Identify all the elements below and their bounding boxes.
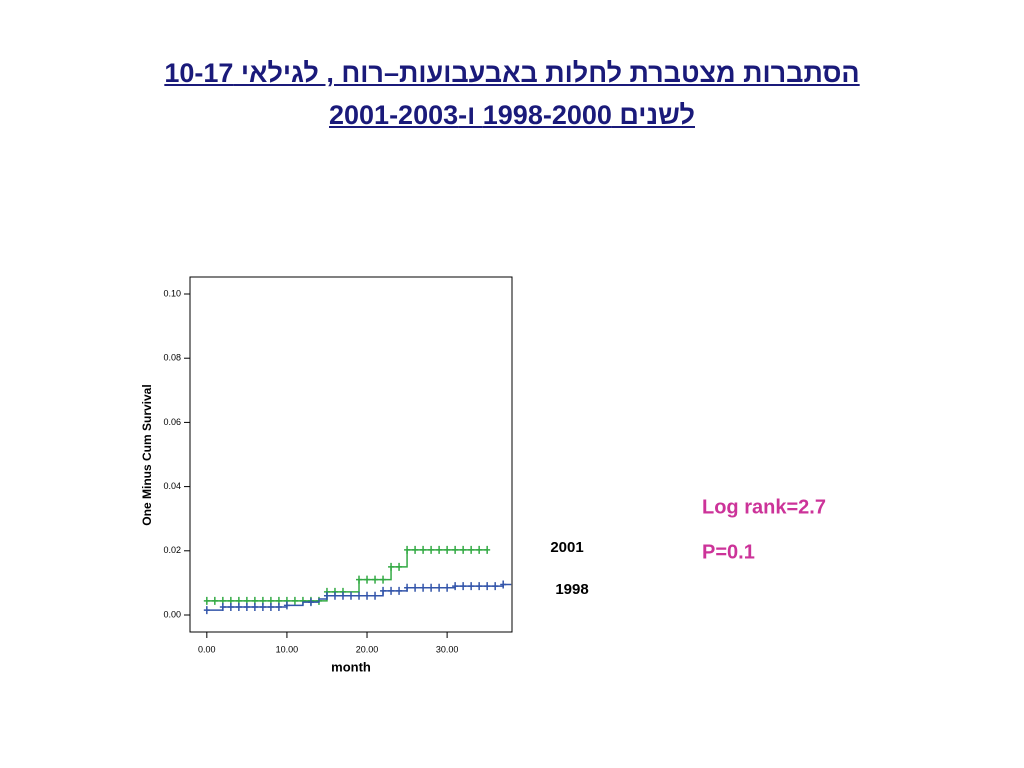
censor-mark bbox=[291, 596, 298, 605]
censor-mark bbox=[436, 545, 443, 554]
censor-mark bbox=[203, 596, 210, 605]
censor-mark bbox=[436, 583, 443, 592]
censor-mark bbox=[460, 545, 467, 554]
censor-mark bbox=[452, 582, 459, 591]
series-line bbox=[206, 549, 488, 602]
series-label: 1998 bbox=[555, 581, 588, 598]
censor-mark bbox=[243, 602, 250, 611]
censor-mark bbox=[372, 591, 379, 600]
censor-mark bbox=[364, 575, 371, 584]
y-tick-label: 0.04 bbox=[163, 481, 181, 491]
censor-mark bbox=[388, 586, 395, 595]
censor-mark bbox=[275, 602, 282, 611]
annotation: P=0.1 bbox=[702, 541, 755, 563]
censor-mark bbox=[412, 583, 419, 592]
censor-mark bbox=[251, 602, 258, 611]
censor-mark bbox=[420, 583, 427, 592]
censor-mark bbox=[476, 545, 483, 554]
censor-mark bbox=[259, 602, 266, 611]
censor-mark bbox=[396, 562, 403, 571]
censor-mark bbox=[468, 545, 475, 554]
x-tick-label: 0.00 bbox=[198, 644, 216, 654]
x-tick-label: 30.00 bbox=[436, 644, 459, 654]
y-tick-label: 0.10 bbox=[163, 288, 181, 298]
x-axis-label: month bbox=[331, 659, 371, 674]
censor-mark bbox=[484, 582, 491, 591]
chart-title: הסתברות מצטברת לחלות באבעבועות–רוח , לגי… bbox=[164, 58, 860, 88]
censor-mark bbox=[460, 582, 467, 591]
y-tick-label: 0.08 bbox=[163, 353, 181, 363]
censor-mark bbox=[396, 586, 403, 595]
censor-mark bbox=[380, 586, 387, 595]
censor-mark bbox=[283, 601, 290, 610]
censor-mark bbox=[331, 591, 338, 600]
x-tick-label: 20.00 bbox=[356, 644, 379, 654]
censor-mark bbox=[356, 591, 363, 600]
censor-mark bbox=[339, 591, 346, 600]
censor-mark bbox=[348, 591, 354, 600]
y-axis-label: One Minus Cum Survival bbox=[140, 384, 154, 525]
censor-mark bbox=[307, 598, 314, 607]
censor-mark bbox=[420, 545, 427, 554]
censor-mark bbox=[388, 562, 395, 571]
censor-mark bbox=[372, 575, 379, 584]
censor-mark bbox=[484, 545, 491, 554]
y-tick-label: 0.00 bbox=[163, 609, 181, 619]
censor-mark bbox=[227, 602, 234, 611]
censor-mark bbox=[452, 545, 459, 554]
censor-mark bbox=[219, 602, 226, 611]
series-label: 2001 bbox=[550, 539, 583, 556]
censor-mark bbox=[404, 583, 411, 592]
censor-mark bbox=[211, 596, 218, 605]
censor-mark bbox=[492, 582, 499, 591]
censor-mark bbox=[380, 575, 387, 584]
censor-mark bbox=[235, 602, 242, 611]
censor-mark bbox=[412, 545, 419, 554]
annotation: Log rank=2.7 bbox=[702, 496, 826, 518]
censor-mark bbox=[428, 583, 435, 592]
censor-mark bbox=[323, 591, 330, 600]
y-tick-label: 0.06 bbox=[163, 417, 181, 427]
censor-mark bbox=[364, 591, 371, 600]
censor-mark bbox=[404, 545, 411, 554]
censor-mark bbox=[356, 575, 363, 584]
plot-frame bbox=[189, 276, 513, 633]
censor-mark bbox=[444, 545, 451, 554]
censor-mark bbox=[428, 545, 435, 554]
x-tick-label: 10.00 bbox=[276, 644, 299, 654]
censor-mark bbox=[267, 602, 274, 611]
y-tick-label: 0.02 bbox=[163, 545, 181, 555]
censor-mark bbox=[444, 583, 451, 592]
censor-mark bbox=[468, 582, 475, 591]
chart-subtitle: לשנים 1998-2000 ו-2001-2003 bbox=[329, 100, 695, 130]
censor-mark bbox=[476, 582, 483, 591]
censor-mark bbox=[203, 606, 210, 615]
censor-mark bbox=[500, 580, 507, 589]
